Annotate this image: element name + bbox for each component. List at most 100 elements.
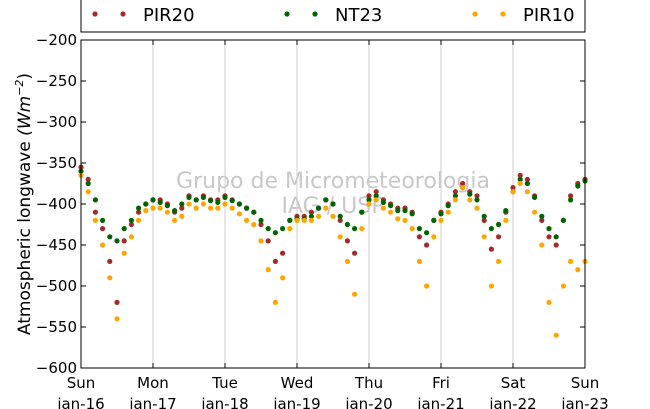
- point-pir10: [265, 267, 271, 273]
- x-tick-label-date: jan-19: [272, 395, 320, 409]
- point-nt23: [388, 203, 394, 209]
- point-nt23: [136, 205, 142, 211]
- legend-label: NT23: [335, 5, 382, 26]
- point-pir10: [503, 217, 509, 223]
- point-pir10: [388, 209, 394, 215]
- x-tick-label-day: Fri: [432, 374, 450, 392]
- point-pir10: [532, 209, 538, 215]
- point-pir10: [150, 205, 156, 211]
- point-pir10: [229, 205, 235, 211]
- point-nt23: [416, 226, 422, 232]
- point-nt23: [236, 201, 242, 207]
- point-nt23: [208, 198, 214, 204]
- point-nt23: [222, 194, 228, 200]
- point-nt23: [150, 197, 156, 203]
- point-pir20: [258, 221, 264, 228]
- x-axis: Sun jan-16 Mon jan-17 Tue jan-18 Wed jan-19 Thu j…: [56, 40, 609, 409]
- series-nt23: [78, 168, 588, 244]
- point-pir10: [100, 242, 106, 248]
- legend-label: PIR10: [523, 5, 575, 26]
- point-pir20: [107, 258, 113, 264]
- point-nt23: [532, 194, 538, 200]
- point-pir10: [143, 208, 149, 214]
- point-pir10: [258, 238, 264, 244]
- x-tick-label-date: jan-18: [200, 395, 248, 409]
- legend-marker: [500, 11, 506, 17]
- point-nt23: [308, 213, 314, 219]
- point-pir10: [244, 217, 250, 223]
- point-pir20: [546, 234, 552, 240]
- point-pir20: [524, 176, 531, 182]
- point-pir10: [85, 189, 91, 195]
- point-nt23: [107, 234, 113, 240]
- point-pir20: [337, 217, 343, 223]
- point-pir10: [380, 205, 386, 211]
- data-points: [78, 164, 588, 338]
- x-tick-label-day: Sat: [501, 374, 526, 392]
- point-nt23: [92, 197, 98, 203]
- legend-marker: [92, 11, 98, 17]
- point-nt23: [179, 201, 185, 207]
- point-nt23: [258, 217, 264, 223]
- point-pir10: [236, 211, 242, 217]
- point-pir10: [395, 216, 401, 222]
- x-tick-label-date: jan-22: [488, 395, 536, 409]
- point-nt23: [402, 208, 408, 214]
- point-pir10: [136, 217, 142, 223]
- x-tick-label-date: jan-17: [128, 395, 176, 409]
- point-nt23: [186, 194, 192, 200]
- y-tick-label: −400: [36, 195, 77, 213]
- point-nt23: [524, 180, 531, 187]
- point-pir10: [373, 197, 379, 203]
- point-pir20: [136, 209, 142, 215]
- point-nt23: [352, 226, 358, 232]
- grid: [152, 40, 514, 368]
- point-nt23: [424, 230, 430, 236]
- point-nt23: [445, 203, 451, 209]
- point-nt23: [85, 180, 91, 187]
- point-pir20: [366, 193, 372, 199]
- point-pir10: [352, 291, 358, 297]
- point-pir10: [157, 205, 163, 211]
- point-pir20: [496, 234, 502, 240]
- point-pir10: [179, 213, 185, 219]
- point-pir10: [344, 258, 350, 264]
- point-pir20: [488, 246, 494, 252]
- point-nt23: [280, 226, 286, 232]
- point-pir10: [474, 205, 480, 211]
- x-tick-label-date: jan-23: [560, 395, 608, 409]
- x-tick-label-date: jan-20: [344, 395, 392, 409]
- point-pir10: [560, 283, 567, 289]
- point-nt23: [128, 217, 134, 223]
- point-pir20: [460, 180, 466, 187]
- point-nt23: [114, 238, 120, 244]
- point-pir10: [308, 217, 314, 223]
- point-pir10: [431, 234, 437, 240]
- point-nt23: [431, 217, 437, 223]
- point-nt23: [568, 197, 574, 203]
- point-pir10: [539, 242, 545, 248]
- y-tick-label: −300: [36, 113, 77, 131]
- point-nt23: [438, 211, 444, 217]
- point-pir20: [481, 217, 487, 223]
- point-pir20: [452, 189, 458, 195]
- point-pir10: [114, 316, 120, 322]
- point-pir20: [553, 242, 559, 248]
- y-axis-label: Atmospheric longwave (Wm−2): [13, 73, 35, 335]
- x-tick-label-date: jan-21: [416, 395, 464, 409]
- y-axis-label-unit-open: (Wm: [15, 96, 35, 136]
- y-axis: −200 −250 −300 −350 −400 −450 −500 −550 −600: [36, 31, 585, 377]
- x-tick-label-day: Wed: [281, 374, 314, 392]
- x-tick-label-day: Thu: [354, 374, 383, 392]
- point-pir10: [409, 226, 415, 232]
- point-pir20: [539, 217, 545, 223]
- point-pir20: [517, 172, 523, 178]
- point-nt23: [323, 197, 329, 203]
- point-pir10: [568, 258, 574, 264]
- point-nt23: [517, 176, 523, 182]
- point-pir20: [121, 238, 127, 244]
- point-pir10: [200, 201, 206, 207]
- x-tick-label-day: Mon: [137, 374, 169, 392]
- point-pir10: [251, 221, 257, 228]
- point-nt23: [380, 199, 386, 205]
